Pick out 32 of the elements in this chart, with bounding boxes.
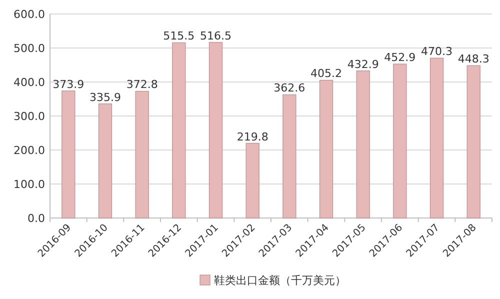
data-label: 405.2: [310, 67, 342, 80]
bar: [98, 103, 112, 218]
data-label: 515.5: [163, 30, 195, 43]
data-label: 448.3: [458, 52, 490, 66]
y-tick-label: 200.0: [14, 144, 45, 157]
bar: [246, 142, 260, 218]
bar: [356, 70, 370, 218]
y-tick-label: 300.0: [14, 110, 45, 123]
bar: [393, 64, 407, 218]
y-tick-label: 500.0: [14, 42, 45, 55]
data-label: 219.8: [236, 130, 268, 144]
data-label: 372.8: [126, 78, 158, 92]
y-tick-label: 400.0: [14, 76, 45, 89]
data-label: 432.9: [347, 58, 379, 71]
y-tick-label: 0.0: [28, 212, 45, 225]
bar: [282, 94, 296, 218]
bar: [208, 42, 223, 218]
data-label: 373.9: [52, 78, 84, 91]
bar: [62, 90, 76, 218]
data-label: 452.9: [384, 51, 416, 64]
legend-label: 鞋类出口金额（千万美元）: [214, 274, 346, 287]
y-tick-label: 100.0: [14, 178, 45, 191]
bar: [319, 80, 334, 218]
bar: [172, 42, 186, 218]
y-tick-label: 600.0: [14, 8, 45, 21]
data-label: 362.6: [274, 82, 306, 95]
data-label: 470.3: [421, 45, 452, 58]
bar: [135, 90, 149, 218]
data-label: 335.9: [90, 90, 121, 104]
bar: [466, 65, 480, 218]
data-label: 516.5: [200, 29, 232, 42]
bar: [430, 58, 444, 218]
